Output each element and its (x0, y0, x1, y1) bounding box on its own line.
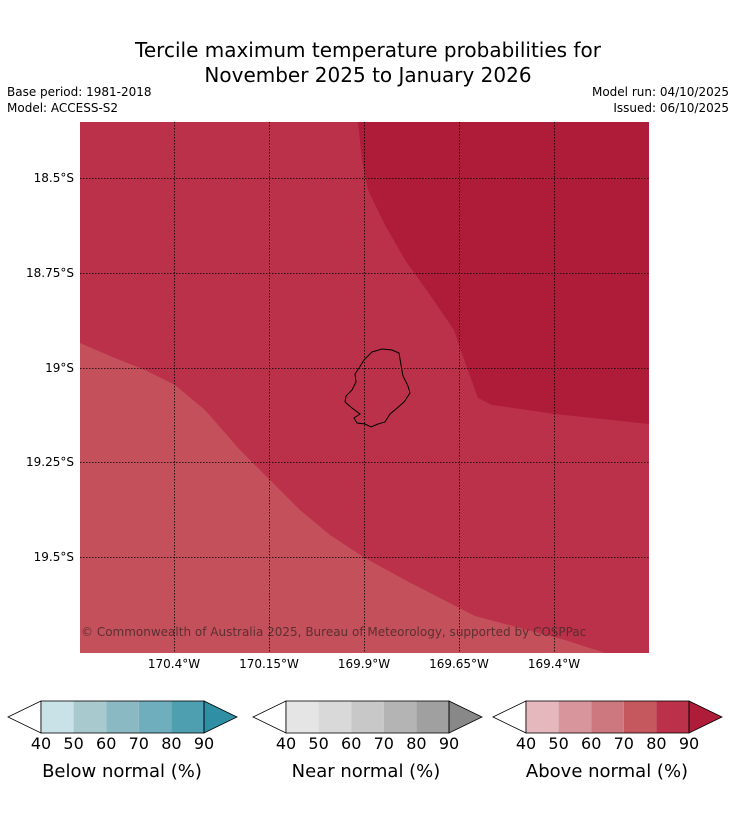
colorbar-segment (656, 701, 689, 733)
colorbar-tick-label: 60 (581, 734, 602, 753)
colorbar-tick-label: 40 (30, 734, 52, 753)
colorbar-segment (591, 701, 624, 733)
colorbar-tick-label: 80 (646, 734, 667, 753)
colorbar-segment (318, 701, 352, 733)
issued-date: Issued: 06/10/2025 (613, 101, 729, 115)
colorbar-segment (73, 701, 107, 733)
lat-label-3: 19°S (45, 361, 74, 375)
legend-label-below: Below normal (%) (42, 761, 202, 782)
lon-label-4: 169.65°W (429, 657, 489, 671)
colorbar-tick-label: 90 (438, 734, 460, 753)
colorbar-ticks: 40 50 60 70 80 90 (492, 734, 723, 754)
colorbar-segment (558, 701, 592, 733)
lon-label-5: 169.4°W (527, 657, 581, 671)
colorbar-low-extend (252, 700, 287, 734)
base-period: Base period: 1981-2018 (7, 85, 152, 99)
lat-label-5: 19.5°S (33, 550, 74, 564)
colorbar-segment (171, 701, 204, 733)
colorbar-tick-label: 70 (128, 734, 149, 753)
colorbar-segment (351, 701, 384, 733)
colorbar-high-extend (448, 700, 483, 734)
lat-label-2: 18.75°S (26, 266, 74, 280)
legend-label-near: Near normal (%) (291, 761, 441, 782)
colorbar-tick-label: 40 (515, 734, 537, 753)
colorbar-tick-label: 50 (548, 734, 569, 753)
colorbar-low-extend (492, 700, 527, 734)
legend-near-normal: 40 50 60 70 80 90 (252, 700, 483, 754)
region-above-90 (358, 122, 649, 424)
meta-right: Model run: 04/10/2025 Issued: 06/10/2025 (592, 84, 729, 116)
colorbar-frame (285, 700, 450, 734)
colorbar-2 (492, 700, 723, 734)
colorbar-tick-label: 70 (373, 734, 394, 753)
colorbar-tick-label: 40 (275, 734, 297, 753)
colorbar-ticks: 40 50 60 70 80 90 (252, 734, 483, 754)
model-run: Model run: 04/10/2025 (591, 85, 729, 99)
copyright-notice: © Commonwealth of Australia 2025, Bureau… (81, 625, 587, 639)
colorbar-tick-label: 90 (678, 734, 700, 753)
colorbar-tick-label: 50 (308, 734, 329, 753)
lon-label-2: 170.15°W (239, 657, 299, 671)
title-line-2: November 2025 to January 2026 (204, 63, 532, 87)
region-above-70 (80, 343, 605, 653)
colorbar-0 (7, 700, 238, 734)
colorbar-tick-label: 70 (613, 734, 634, 753)
colorbar-segment (286, 701, 319, 733)
colorbar-frame (40, 700, 205, 734)
colorbar-1 (252, 700, 483, 734)
meta-left: Base period: 1981-2018 Model: ACCESS-S2 (7, 84, 152, 116)
colorbar-high-extend (203, 700, 238, 734)
title-line-1: Tercile maximum temperature probabilitie… (135, 38, 601, 62)
graticule (80, 122, 649, 653)
colorbar-segment (623, 701, 657, 733)
colorbar-segment (106, 701, 139, 733)
colorbar-tick-label: 50 (63, 734, 84, 753)
colorbar-tick-label: 80 (161, 734, 182, 753)
colorbar-frame (525, 700, 690, 734)
colorbar-tick-label: 60 (96, 734, 117, 753)
colorbar-high-extend (688, 700, 723, 734)
lat-label-1: 18.5°S (33, 171, 74, 185)
legend-above-normal: 40 50 60 70 80 90 (492, 700, 723, 754)
lat-label-4: 19.25°S (26, 455, 74, 469)
colorbar-tick-label: 60 (341, 734, 362, 753)
chart-title: Tercile maximum temperature probabilitie… (0, 38, 736, 88)
colorbar-segment (138, 701, 172, 733)
lon-label-1: 170.4°W (147, 657, 201, 671)
colorbar-ticks: 40 50 60 70 80 90 (7, 734, 238, 754)
colorbar-low-extend (7, 700, 42, 734)
colorbar-segment (41, 701, 74, 733)
niue-coastline (344, 348, 411, 428)
colorbar-tick-label: 80 (406, 734, 427, 753)
lon-label-3: 169.9°W (337, 657, 391, 671)
colorbar-segment (416, 701, 449, 733)
model-name: Model: ACCESS-S2 (7, 101, 119, 115)
colorbar-tick-label: 90 (193, 734, 215, 753)
legend-label-above: Above normal (%) (525, 761, 689, 782)
colorbar-segment (526, 701, 559, 733)
legend-below-normal: 40 50 60 70 80 90 (7, 700, 238, 754)
colorbar-segment (383, 701, 417, 733)
